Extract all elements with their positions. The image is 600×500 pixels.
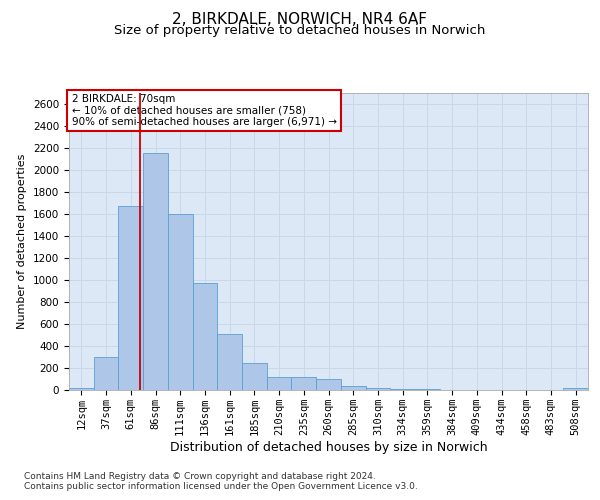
Bar — [365, 388, 390, 390]
Bar — [267, 377, 292, 390]
Text: 2 BIRKDALE: 70sqm
← 10% of detached houses are smaller (758)
90% of semi-detache: 2 BIRKDALE: 70sqm ← 10% of detached hous… — [71, 94, 337, 127]
Bar — [118, 206, 143, 390]
Bar — [217, 334, 242, 390]
Text: 2, BIRKDALE, NORWICH, NR4 6AF: 2, BIRKDALE, NORWICH, NR4 6AF — [173, 12, 427, 28]
Bar — [242, 363, 267, 390]
Bar — [193, 283, 217, 390]
Text: Contains HM Land Registry data © Crown copyright and database right 2024.: Contains HM Land Registry data © Crown c… — [24, 472, 376, 481]
Y-axis label: Number of detached properties: Number of detached properties — [17, 154, 28, 329]
X-axis label: Distribution of detached houses by size in Norwich: Distribution of detached houses by size … — [170, 440, 487, 454]
Bar — [69, 388, 94, 390]
Bar — [143, 153, 168, 390]
Bar — [316, 379, 341, 390]
Text: Size of property relative to detached houses in Norwich: Size of property relative to detached ho… — [115, 24, 485, 37]
Bar — [292, 378, 316, 390]
Bar — [563, 388, 588, 390]
Bar — [341, 386, 365, 390]
Bar — [168, 214, 193, 390]
Bar — [94, 357, 118, 390]
Text: Contains public sector information licensed under the Open Government Licence v3: Contains public sector information licen… — [24, 482, 418, 491]
Bar — [390, 389, 415, 390]
